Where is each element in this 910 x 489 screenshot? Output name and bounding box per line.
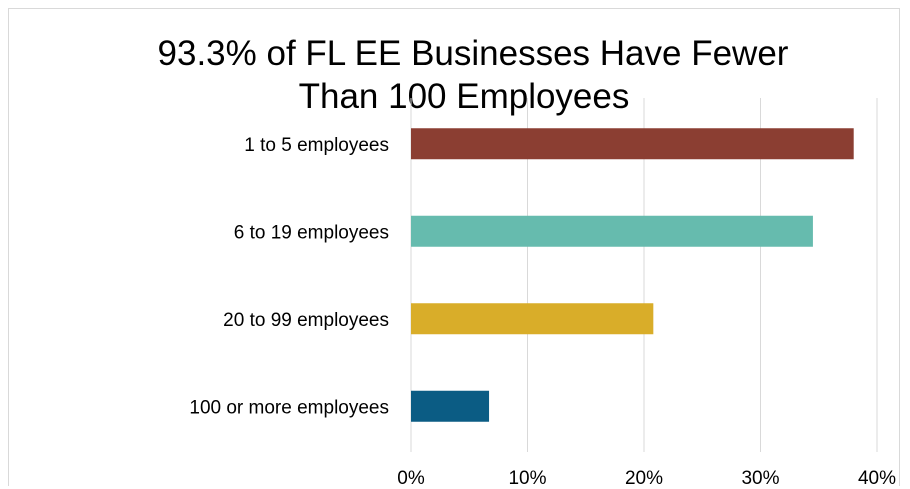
chart-title-line-2: Than 100 Employees	[299, 77, 630, 116]
category-label-4: 100 or more employees	[189, 397, 389, 418]
category-label-3: 20 to 99 employees	[223, 310, 389, 331]
bar-2	[411, 215, 813, 247]
chart-title: 93.3% of FL EE Businesses Have Fewer Tha…	[158, 34, 789, 116]
x-tick-label-0: 0%	[397, 468, 425, 489]
x-tick-label-4: 40%	[858, 468, 896, 489]
x-tick-label-3: 30%	[741, 468, 779, 489]
x-axis-tick-labels: 0% 10% 20% 30% 40%	[397, 468, 896, 489]
bars	[411, 128, 854, 422]
category-labels: 1 to 5 employees 6 to 19 employees 20 to 9…	[189, 135, 389, 419]
bar-4	[411, 390, 490, 422]
bar-1	[411, 128, 854, 160]
category-label-2: 6 to 19 employees	[234, 222, 389, 243]
category-label-1: 1 to 5 employees	[244, 135, 389, 156]
x-tick-label-1: 10%	[508, 468, 546, 489]
chart-title-line-1: 93.3% of FL EE Businesses Have Fewer	[158, 34, 789, 73]
x-tick-label-2: 20%	[625, 468, 663, 489]
bar-3	[411, 303, 654, 335]
